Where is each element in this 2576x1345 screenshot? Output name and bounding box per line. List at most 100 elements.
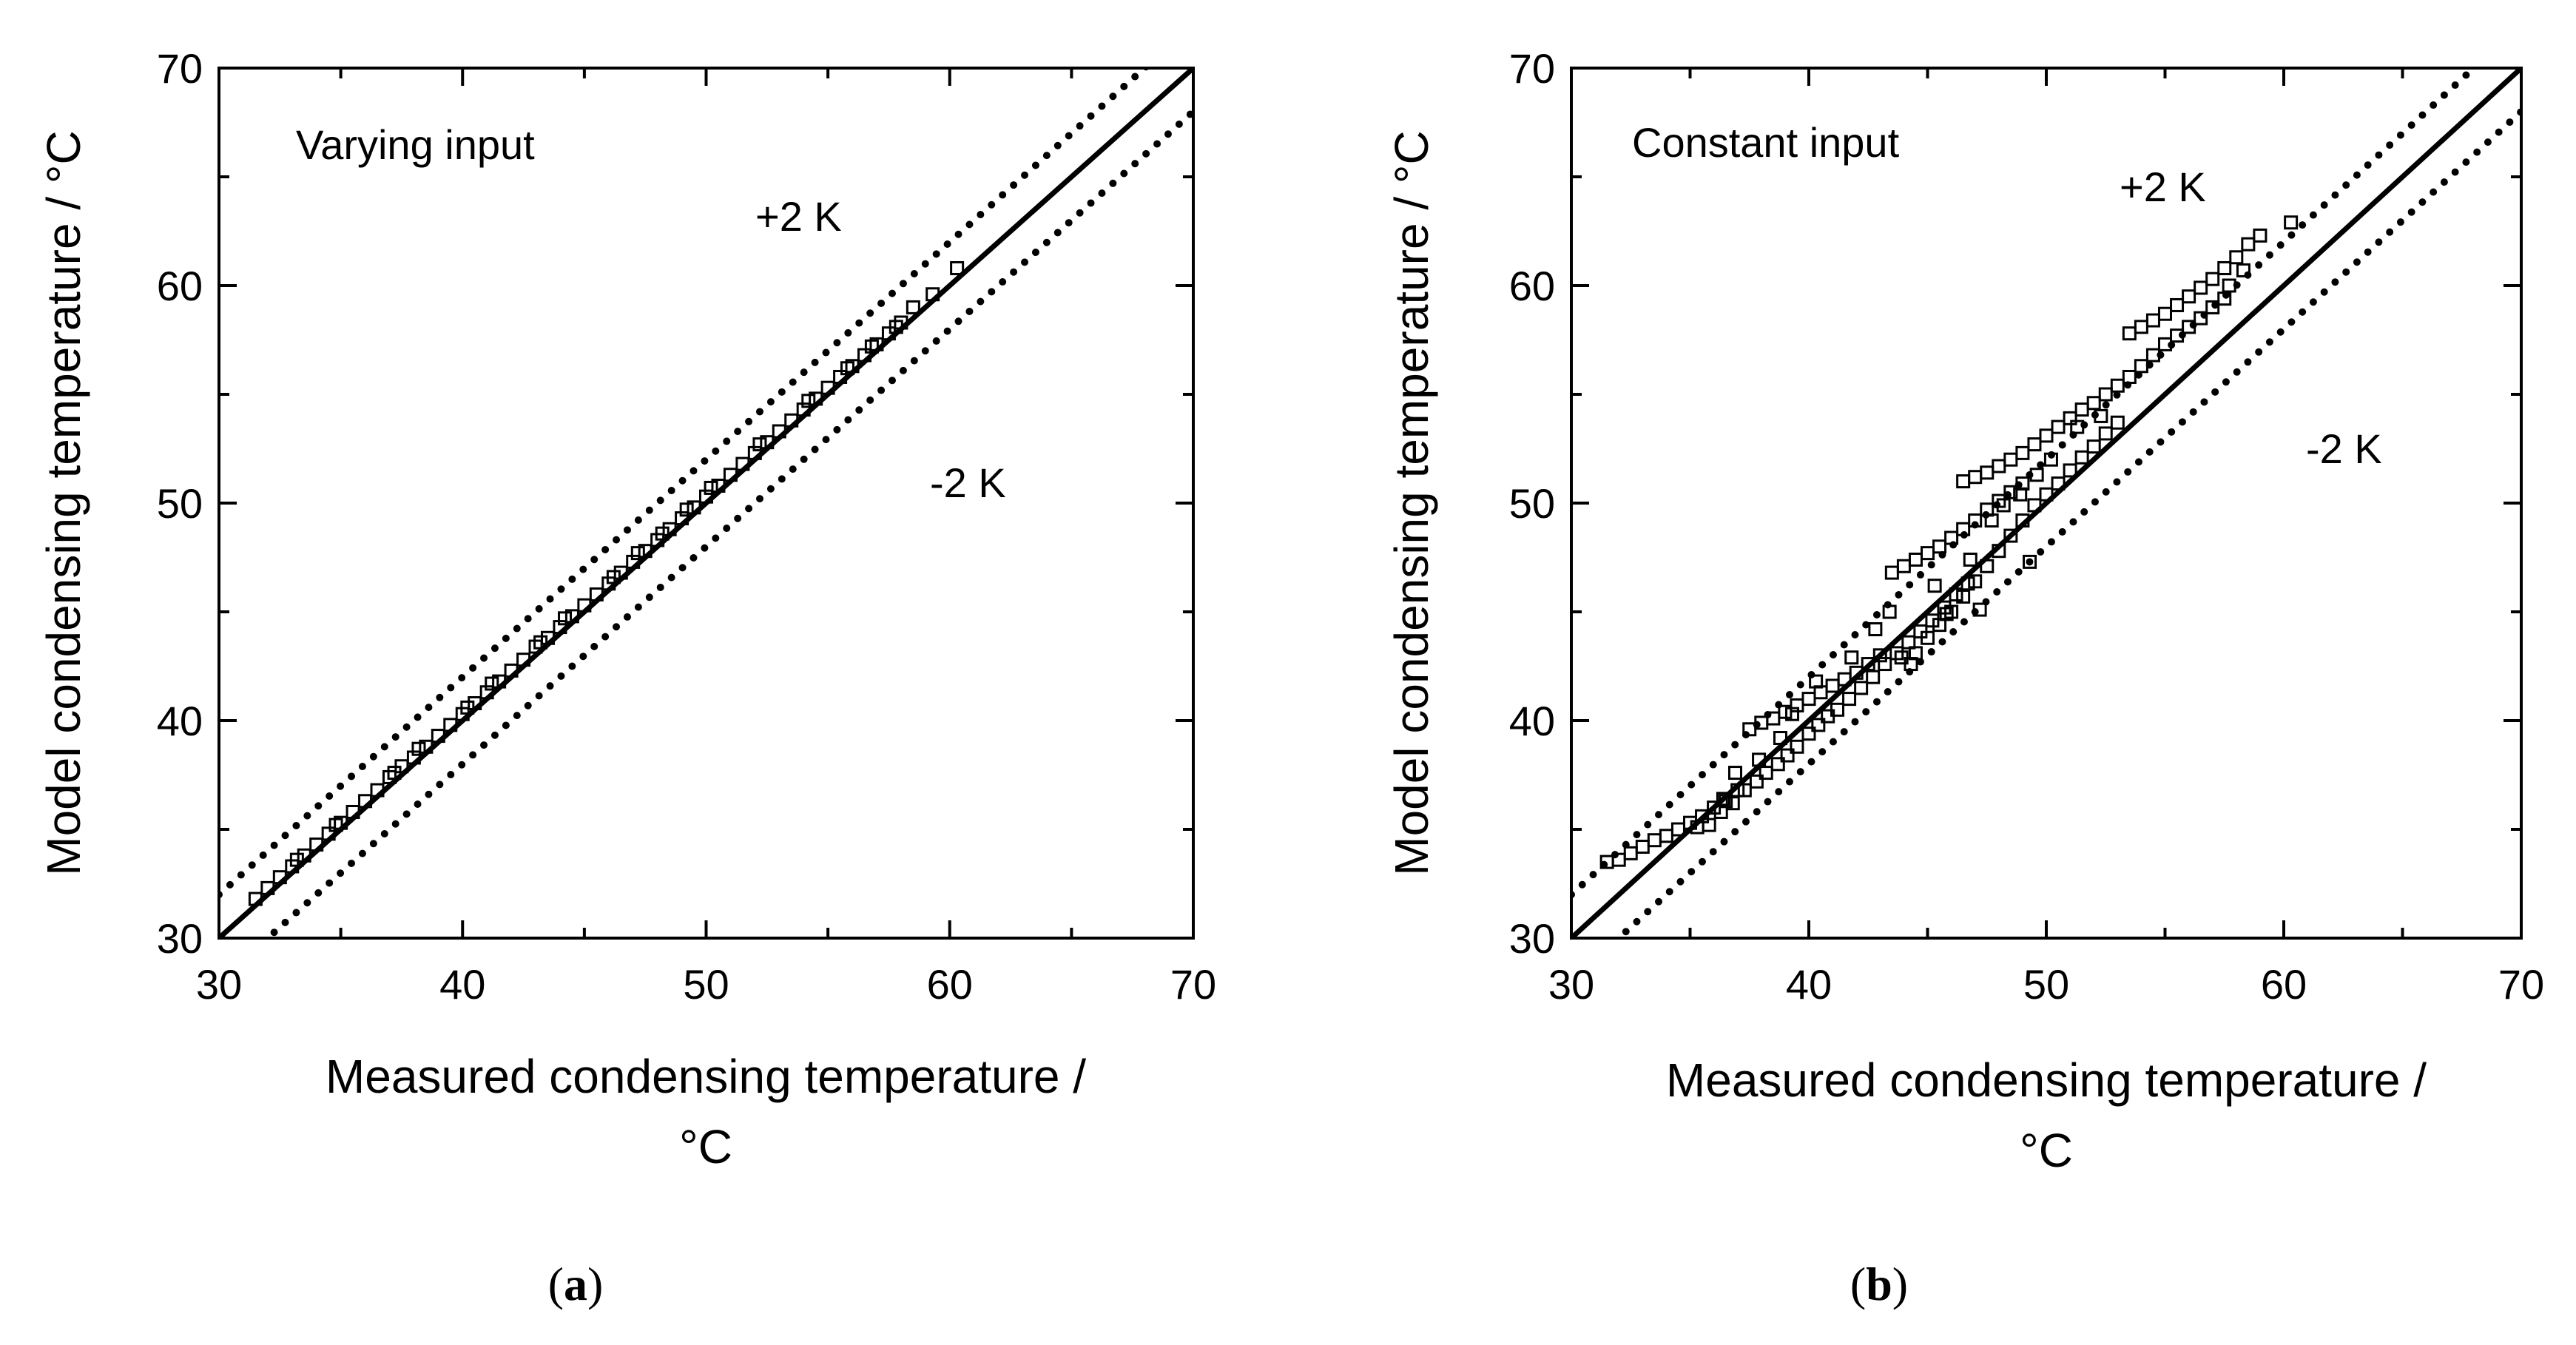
data-point xyxy=(2094,408,2108,423)
data-point xyxy=(1901,635,1916,650)
data-point xyxy=(260,880,275,895)
data-point xyxy=(1844,650,1859,665)
data-point xyxy=(516,653,531,667)
y-tick-label: 40 xyxy=(157,698,203,744)
data-point xyxy=(2241,237,2256,252)
data-point xyxy=(1921,546,1935,561)
data-point xyxy=(387,766,402,781)
panel-title: Constant input xyxy=(1632,119,1900,166)
data-point xyxy=(1925,613,1940,628)
data-point xyxy=(2145,313,2160,328)
data-point xyxy=(2063,411,2077,425)
data-point xyxy=(1956,522,1971,536)
data-point xyxy=(1984,513,1999,528)
data-point xyxy=(655,526,670,541)
data-point xyxy=(2027,437,2042,452)
y-tick-label: 50 xyxy=(157,480,203,527)
axis-ticks xyxy=(218,67,1195,940)
data-point xyxy=(1730,783,1745,798)
data-point xyxy=(2039,428,2054,443)
data-point xyxy=(2098,426,2113,441)
data-point xyxy=(889,320,903,334)
data-point xyxy=(906,300,920,314)
data-point xyxy=(820,380,835,395)
minus-2k-line xyxy=(1613,107,2521,938)
data-point xyxy=(504,663,519,678)
data-point xyxy=(411,741,426,756)
data-point xyxy=(577,598,592,613)
data-point xyxy=(1972,602,1987,617)
x-axis-title: Measured condensing temperature / xyxy=(326,1050,1086,1103)
data-point xyxy=(687,500,701,515)
y-axis-title: Model condensing temperature / °C xyxy=(1385,130,1438,875)
minus-2k-label: -2 K xyxy=(930,459,1006,506)
y-tick-label: 70 xyxy=(157,45,203,92)
data-point xyxy=(2158,306,2172,321)
data-point xyxy=(1980,559,1995,573)
data-point xyxy=(1996,498,2011,513)
x-tick-label: 50 xyxy=(2023,961,2069,1008)
data-point xyxy=(1980,465,1995,480)
data-point xyxy=(2023,554,2037,569)
data-point xyxy=(857,348,872,363)
x-tick-label: 40 xyxy=(1786,961,1832,1008)
x-tick-label: 30 xyxy=(1548,961,1594,1008)
data-points xyxy=(1599,215,2299,869)
y-tick-label: 60 xyxy=(1509,263,1555,309)
data-point xyxy=(492,674,507,689)
data-point xyxy=(2086,396,2101,411)
data-point xyxy=(2145,348,2160,363)
data-point xyxy=(2170,328,2185,343)
data-point xyxy=(1932,539,1947,554)
data-point xyxy=(2236,263,2250,277)
data-point xyxy=(760,435,775,450)
data-point xyxy=(1830,702,1845,717)
y-tick-label: 40 xyxy=(1509,698,1555,744)
data-point xyxy=(2122,369,2137,384)
data-point xyxy=(345,804,360,819)
data-point xyxy=(662,522,677,536)
data-point xyxy=(1773,731,1787,746)
data-point xyxy=(533,635,548,650)
y-axis-title: Model condensing temperature / °C xyxy=(37,130,90,875)
data-point xyxy=(1759,766,1773,781)
data-points xyxy=(248,260,965,906)
data-point xyxy=(443,718,458,732)
data-point xyxy=(1861,657,1875,672)
data-point xyxy=(2205,272,2220,286)
data-point xyxy=(1849,665,1864,680)
data-point xyxy=(1635,840,1650,854)
data-point xyxy=(2205,300,2220,314)
plus-2k-label: +2 K xyxy=(755,193,842,240)
data-point xyxy=(1854,681,1869,695)
data-point xyxy=(1927,579,1942,593)
data-point xyxy=(772,424,786,439)
minus-2k-label: -2 K xyxy=(2306,425,2382,472)
y-tick-labels: 30 40 50 60 70 xyxy=(1509,45,1555,962)
data-point xyxy=(840,361,854,376)
x-tick-label: 50 xyxy=(683,961,729,1008)
data-point xyxy=(925,287,940,302)
data-point xyxy=(297,848,311,863)
y-tick-label: 50 xyxy=(1509,480,1555,527)
y-tick-label: 30 xyxy=(1509,915,1555,962)
data-point xyxy=(370,783,385,798)
data-point xyxy=(1949,587,1963,601)
data-point xyxy=(1868,622,1883,637)
panel-caption-letter: b xyxy=(1866,1258,1892,1310)
data-point xyxy=(1785,707,1800,721)
data-point xyxy=(1968,513,1983,528)
data-point xyxy=(1647,833,1662,848)
data-point xyxy=(1908,552,1923,567)
data-point xyxy=(2015,513,2030,528)
data-point xyxy=(606,570,621,584)
reference-lines xyxy=(1571,68,2521,938)
data-point xyxy=(1749,774,1764,789)
data-point xyxy=(1727,766,1742,781)
data-point xyxy=(784,413,799,428)
data-point xyxy=(1770,757,1785,772)
panel-caption: (b) xyxy=(1850,1258,1908,1310)
data-point xyxy=(309,837,324,852)
data-point xyxy=(2253,228,2268,243)
